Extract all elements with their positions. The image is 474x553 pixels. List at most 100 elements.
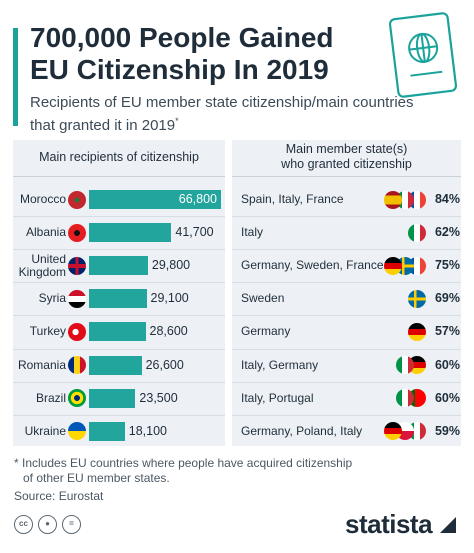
granting-share: 60% xyxy=(434,357,460,372)
subtitle-line-1: Recipients of EU member state citizenshi… xyxy=(30,94,414,111)
germany-flag-icon xyxy=(384,256,402,275)
granting-share: 84% xyxy=(434,192,460,206)
data-label: 29,800 xyxy=(151,258,191,273)
romania-flag-icon xyxy=(68,356,86,374)
morocco-flag-icon xyxy=(68,190,86,209)
category-label: Albania xyxy=(14,226,66,239)
brand-logo[interactable]: statista xyxy=(345,509,433,539)
cc-icon[interactable]: cc xyxy=(14,515,33,534)
italy-flag-icon xyxy=(396,389,414,408)
category-label-line: Brazil xyxy=(35,390,66,405)
bar[interactable] xyxy=(89,355,142,375)
row-divider xyxy=(232,216,461,218)
italy-flag-icon xyxy=(396,356,414,374)
granting-states-label: Italy, Portugal xyxy=(241,390,314,405)
category-label: Syria xyxy=(14,292,66,305)
right-header-line-1: Main member state(s) xyxy=(285,142,408,156)
granting-states-label: Italy, Germany xyxy=(241,357,319,372)
subtitle-line-2-text: that granted it in 2019 xyxy=(30,117,176,134)
granting-states-label: Spain, Italy, France xyxy=(241,192,344,206)
bar[interactable] xyxy=(89,223,172,243)
category-label: United Kingdom xyxy=(14,251,66,279)
footnote: * Includes EU countries where people hav… xyxy=(14,456,454,486)
footnote-line-2: of other EU member states. xyxy=(23,471,170,485)
right-header-line-2: who granted citizenship xyxy=(281,157,412,171)
category-label: Ukraine xyxy=(14,423,66,438)
row-divider xyxy=(13,414,225,416)
category-label-line: Syria xyxy=(38,291,66,306)
granting-share: 75% xyxy=(434,258,460,273)
row-divider xyxy=(232,414,461,416)
row-divider xyxy=(13,381,225,383)
person-icon[interactable]: ● xyxy=(38,515,57,534)
brazil-flag-icon xyxy=(68,389,86,408)
category-label: Turkey xyxy=(14,325,66,338)
chart-subtitle: Recipients of EU member state citizenshi… xyxy=(30,94,460,135)
license-icons: cc ● = xyxy=(14,515,81,534)
germany-flag-icon xyxy=(408,322,426,341)
category-label-line: Ukraine xyxy=(24,423,66,438)
data-label: 29,100 xyxy=(150,291,189,306)
row-divider xyxy=(13,216,225,218)
category-label-line: Turkey xyxy=(29,324,66,339)
category-label: Morocco xyxy=(14,193,66,206)
bar[interactable] xyxy=(89,421,125,441)
row-divider xyxy=(232,282,461,284)
subtitle-line-2: that granted it in 2019* xyxy=(30,112,460,135)
granting-states-label: Germany xyxy=(241,324,291,339)
category-label-line: Romania xyxy=(17,357,66,372)
category-label-line: Morocco xyxy=(19,192,66,206)
granting-states-label: Italy xyxy=(241,225,264,240)
title-accent-bar xyxy=(13,28,18,126)
right-header-divider xyxy=(232,176,461,177)
granting-states-label: Germany, Poland, Italy xyxy=(241,423,363,438)
chart-title: 700,000 People Gained EU Citizenship In … xyxy=(30,22,390,86)
granting-share: 57% xyxy=(434,324,460,339)
row-divider xyxy=(232,381,461,383)
category-label-line: Albania xyxy=(25,225,66,240)
row-divider xyxy=(13,249,225,251)
row-divider xyxy=(232,249,461,251)
category-label: Romania xyxy=(14,357,66,372)
uk-flag-icon xyxy=(68,256,86,275)
bar[interactable] xyxy=(89,190,221,209)
row-divider xyxy=(13,315,225,317)
ukraine-flag-icon xyxy=(68,422,86,441)
footnote-line-1: * Includes EU countries where people hav… xyxy=(14,456,353,470)
category-label-line: United xyxy=(31,251,66,266)
data-label: 23,500 xyxy=(139,390,178,405)
equals-icon[interactable]: = xyxy=(62,515,81,534)
data-label: 41,700 xyxy=(175,225,214,240)
data-label: 26,600 xyxy=(145,357,184,372)
row-divider xyxy=(232,348,461,350)
syria-flag-icon xyxy=(68,289,86,308)
bar[interactable] xyxy=(89,322,146,342)
right-column-header: Main member state(s) who granted citizen… xyxy=(232,142,461,172)
left-header-divider xyxy=(13,176,225,177)
category-label-line: Kingdom xyxy=(18,264,66,279)
turkey-flag-icon xyxy=(68,322,86,341)
granting-share: 69% xyxy=(434,291,460,306)
bar[interactable] xyxy=(89,388,136,408)
sweden-flag-icon xyxy=(408,289,426,308)
row-divider xyxy=(13,348,225,350)
passport-icon xyxy=(388,12,458,98)
title-line-2: EU Citizenship In 2019 xyxy=(30,54,329,85)
bar[interactable] xyxy=(89,289,147,309)
spain-flag-icon xyxy=(384,190,402,209)
albania-flag-icon xyxy=(68,223,86,242)
statista-mark-icon xyxy=(440,517,456,533)
data-label: 18,100 xyxy=(128,423,167,438)
subtitle-footnote-marker: * xyxy=(175,116,179,126)
data-label: 66,800 xyxy=(178,192,217,206)
granting-share: 62% xyxy=(434,225,460,240)
left-column-header: Main recipients of citizenship xyxy=(39,150,199,164)
granting-share: 59% xyxy=(434,423,460,438)
row-divider xyxy=(232,315,461,317)
row-divider xyxy=(13,282,225,284)
granting-share: 60% xyxy=(434,390,460,405)
data-label: 28,600 xyxy=(149,324,188,339)
category-label: Brazil xyxy=(14,390,66,405)
source-note: Source: Eurostat xyxy=(14,489,104,503)
bar[interactable] xyxy=(89,256,148,276)
